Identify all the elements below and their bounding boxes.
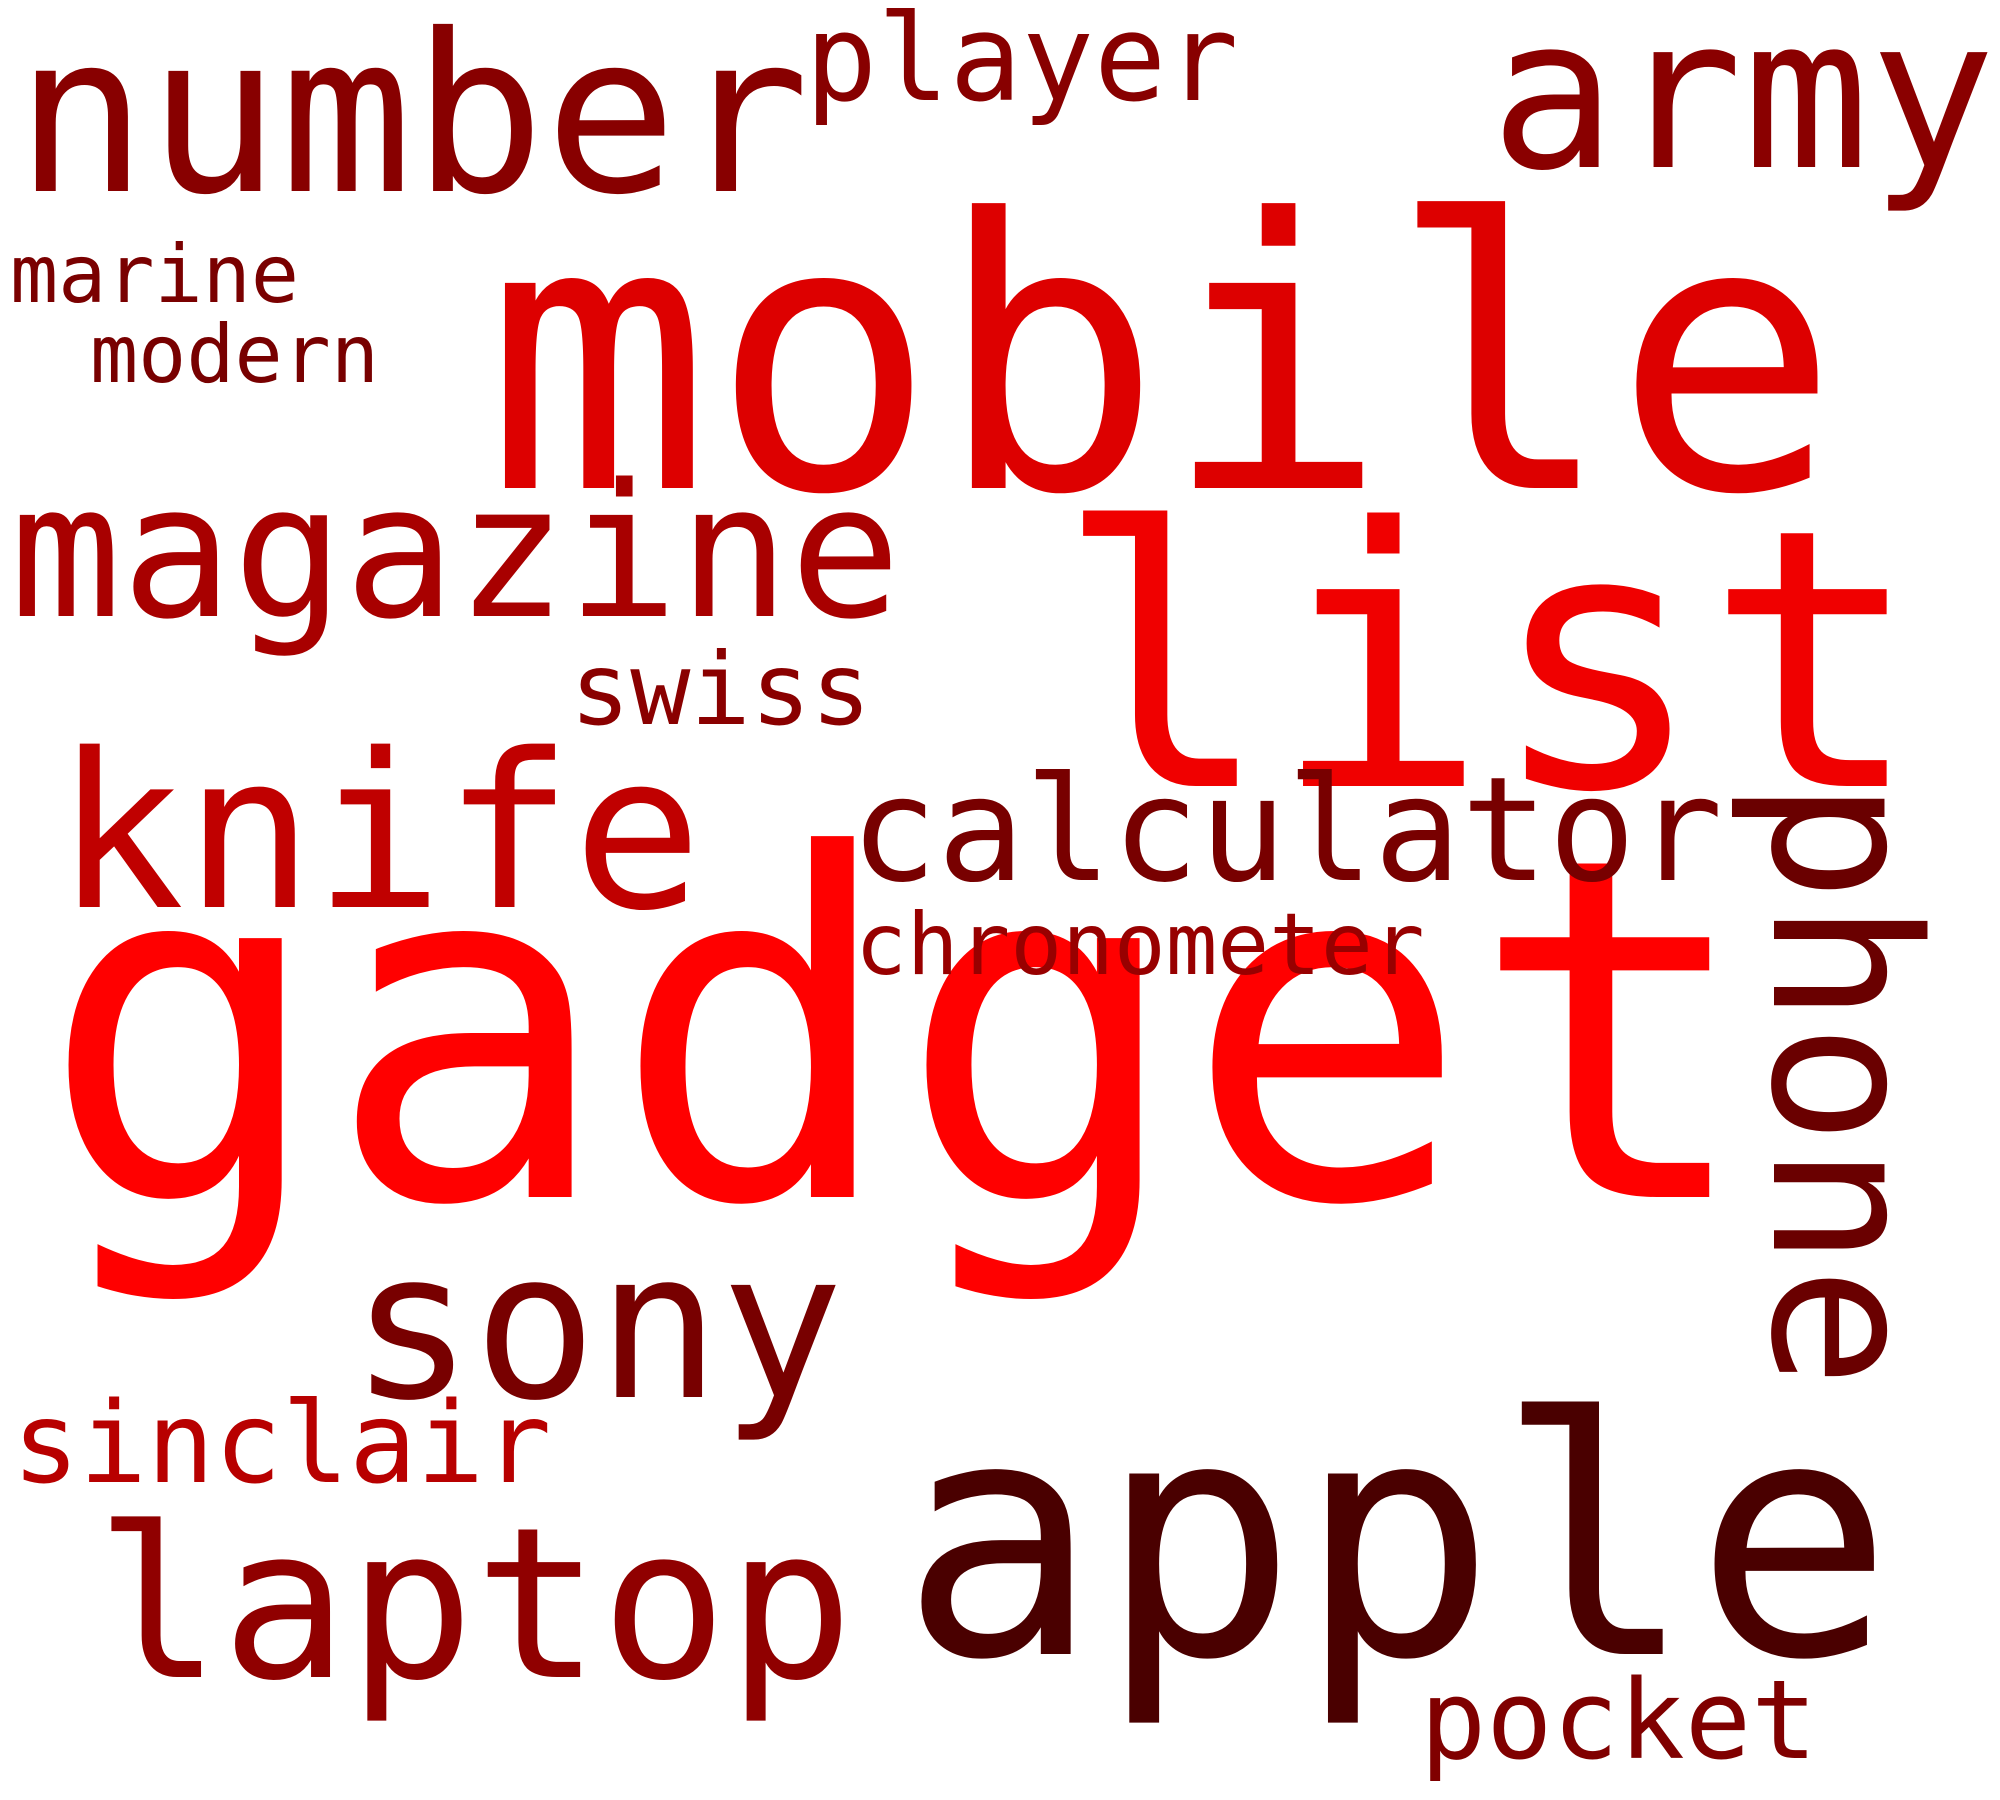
word-player: player bbox=[805, 0, 1239, 129]
word-laptop: laptop bbox=[95, 1482, 854, 1727]
word-knife: knife bbox=[55, 707, 703, 958]
word-mobile: mobile bbox=[485, 141, 1840, 577]
word-phone[interactable]: phone bbox=[1726, 780, 1962, 1389]
word-sinclair: sinclair bbox=[12, 1379, 552, 1509]
word-gadget: gadget bbox=[40, 757, 1756, 1310]
word-apple: apple bbox=[900, 1348, 1894, 1732]
word-pocket: pocket bbox=[1420, 1656, 1818, 1784]
word-calculator: calculator bbox=[850, 746, 1723, 915]
word-marine: marine bbox=[10, 228, 299, 321]
word-swiss: swiss bbox=[570, 631, 872, 748]
word-sony: sony bbox=[350, 1208, 844, 1446]
word-chronometer: chronometer bbox=[855, 895, 1425, 995]
word-number: number bbox=[15, 0, 810, 243]
word-magazine: magazine bbox=[10, 444, 902, 660]
word-modern: modern bbox=[90, 308, 379, 401]
word-army: army bbox=[1490, 0, 1996, 217]
word-list: list bbox=[1055, 452, 1922, 871]
